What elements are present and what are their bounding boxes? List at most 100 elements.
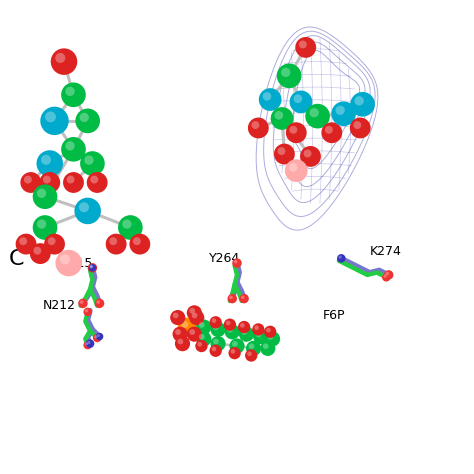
Circle shape — [325, 126, 333, 134]
Circle shape — [259, 88, 282, 111]
Circle shape — [80, 151, 105, 176]
Circle shape — [16, 234, 36, 255]
Circle shape — [226, 320, 230, 325]
Circle shape — [230, 349, 235, 354]
Circle shape — [47, 237, 55, 245]
Circle shape — [331, 101, 356, 126]
Circle shape — [196, 331, 211, 346]
Circle shape — [229, 338, 245, 354]
Circle shape — [248, 118, 269, 138]
Circle shape — [39, 172, 60, 193]
Circle shape — [109, 237, 117, 245]
Circle shape — [241, 295, 245, 299]
Circle shape — [229, 295, 233, 299]
Circle shape — [383, 274, 387, 278]
Circle shape — [173, 327, 188, 342]
Circle shape — [228, 347, 241, 359]
Circle shape — [210, 316, 222, 328]
Circle shape — [65, 87, 75, 96]
Circle shape — [24, 175, 32, 183]
Circle shape — [240, 323, 245, 328]
Circle shape — [191, 312, 198, 319]
Circle shape — [238, 321, 250, 333]
Circle shape — [60, 255, 70, 264]
Circle shape — [289, 126, 297, 134]
Circle shape — [65, 141, 75, 151]
Circle shape — [74, 198, 101, 224]
Circle shape — [234, 260, 237, 264]
Circle shape — [86, 339, 94, 348]
Circle shape — [382, 273, 391, 282]
Circle shape — [30, 243, 51, 264]
Circle shape — [55, 250, 82, 276]
Text: Y215: Y215 — [62, 256, 93, 270]
Circle shape — [37, 189, 46, 198]
Circle shape — [66, 175, 74, 183]
Circle shape — [211, 346, 216, 351]
Circle shape — [285, 159, 308, 182]
Circle shape — [274, 111, 283, 119]
Circle shape — [85, 342, 88, 346]
Circle shape — [338, 255, 342, 259]
Circle shape — [189, 329, 195, 335]
Circle shape — [265, 331, 280, 346]
Circle shape — [44, 234, 65, 255]
Circle shape — [33, 215, 57, 240]
Circle shape — [305, 104, 330, 128]
Circle shape — [80, 113, 89, 122]
Circle shape — [293, 94, 302, 103]
Circle shape — [232, 341, 238, 347]
Circle shape — [187, 305, 202, 320]
Circle shape — [40, 107, 69, 135]
Circle shape — [37, 219, 46, 229]
Circle shape — [83, 341, 92, 349]
Circle shape — [175, 329, 181, 335]
Circle shape — [63, 172, 84, 193]
Circle shape — [94, 335, 98, 338]
Circle shape — [260, 341, 275, 356]
Circle shape — [19, 237, 27, 245]
Circle shape — [173, 312, 179, 319]
Circle shape — [239, 294, 249, 303]
Circle shape — [253, 329, 268, 344]
Circle shape — [251, 121, 259, 129]
Circle shape — [289, 163, 297, 172]
Text: Y264: Y264 — [209, 252, 240, 265]
Circle shape — [337, 254, 346, 263]
Circle shape — [43, 175, 51, 183]
Circle shape — [88, 263, 97, 273]
Circle shape — [195, 340, 208, 352]
Text: K274: K274 — [370, 245, 401, 258]
Circle shape — [295, 37, 316, 58]
Circle shape — [178, 318, 197, 337]
Circle shape — [385, 272, 389, 275]
Circle shape — [61, 82, 86, 107]
Circle shape — [210, 345, 222, 357]
Circle shape — [122, 219, 132, 229]
Circle shape — [41, 155, 51, 165]
Circle shape — [78, 299, 88, 308]
Circle shape — [267, 334, 273, 340]
Circle shape — [55, 53, 65, 63]
Circle shape — [264, 326, 276, 338]
Circle shape — [290, 91, 312, 113]
Circle shape — [83, 308, 92, 316]
Circle shape — [89, 264, 93, 268]
Circle shape — [239, 327, 254, 342]
Circle shape — [281, 68, 291, 77]
Circle shape — [225, 324, 240, 339]
Circle shape — [177, 338, 183, 345]
Circle shape — [286, 122, 307, 143]
Circle shape — [274, 144, 295, 164]
Circle shape — [199, 322, 205, 328]
Circle shape — [384, 270, 393, 280]
Circle shape — [210, 336, 226, 351]
Circle shape — [79, 202, 89, 212]
Circle shape — [252, 323, 264, 336]
Circle shape — [245, 349, 257, 362]
Circle shape — [95, 299, 104, 308]
Circle shape — [299, 40, 307, 48]
Circle shape — [61, 137, 86, 162]
Circle shape — [85, 309, 88, 312]
Circle shape — [248, 343, 255, 349]
